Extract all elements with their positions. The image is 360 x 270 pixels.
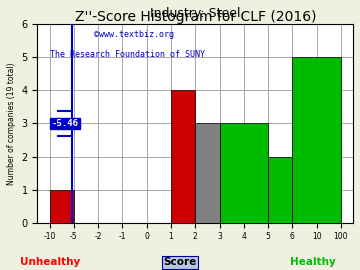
Text: -5.46: -5.46	[51, 119, 78, 128]
Y-axis label: Number of companies (19 total): Number of companies (19 total)	[7, 62, 16, 185]
Bar	[220, 123, 268, 223]
Bar	[268, 157, 292, 223]
Bar	[171, 90, 195, 223]
Text: Industry: Steel: Industry: Steel	[150, 7, 240, 20]
Title: Z''-Score Histogram for CLF (2016): Z''-Score Histogram for CLF (2016)	[75, 10, 316, 24]
Text: ©www.textbiz.org: ©www.textbiz.org	[94, 30, 174, 39]
Text: Unhealthy: Unhealthy	[20, 257, 81, 267]
Text: Healthy: Healthy	[290, 257, 336, 267]
Bar	[292, 57, 341, 223]
Bar	[195, 123, 220, 223]
Text: The Research Foundation of SUNY: The Research Foundation of SUNY	[50, 50, 205, 59]
Text: Score: Score	[163, 257, 197, 267]
Bar	[50, 190, 74, 223]
